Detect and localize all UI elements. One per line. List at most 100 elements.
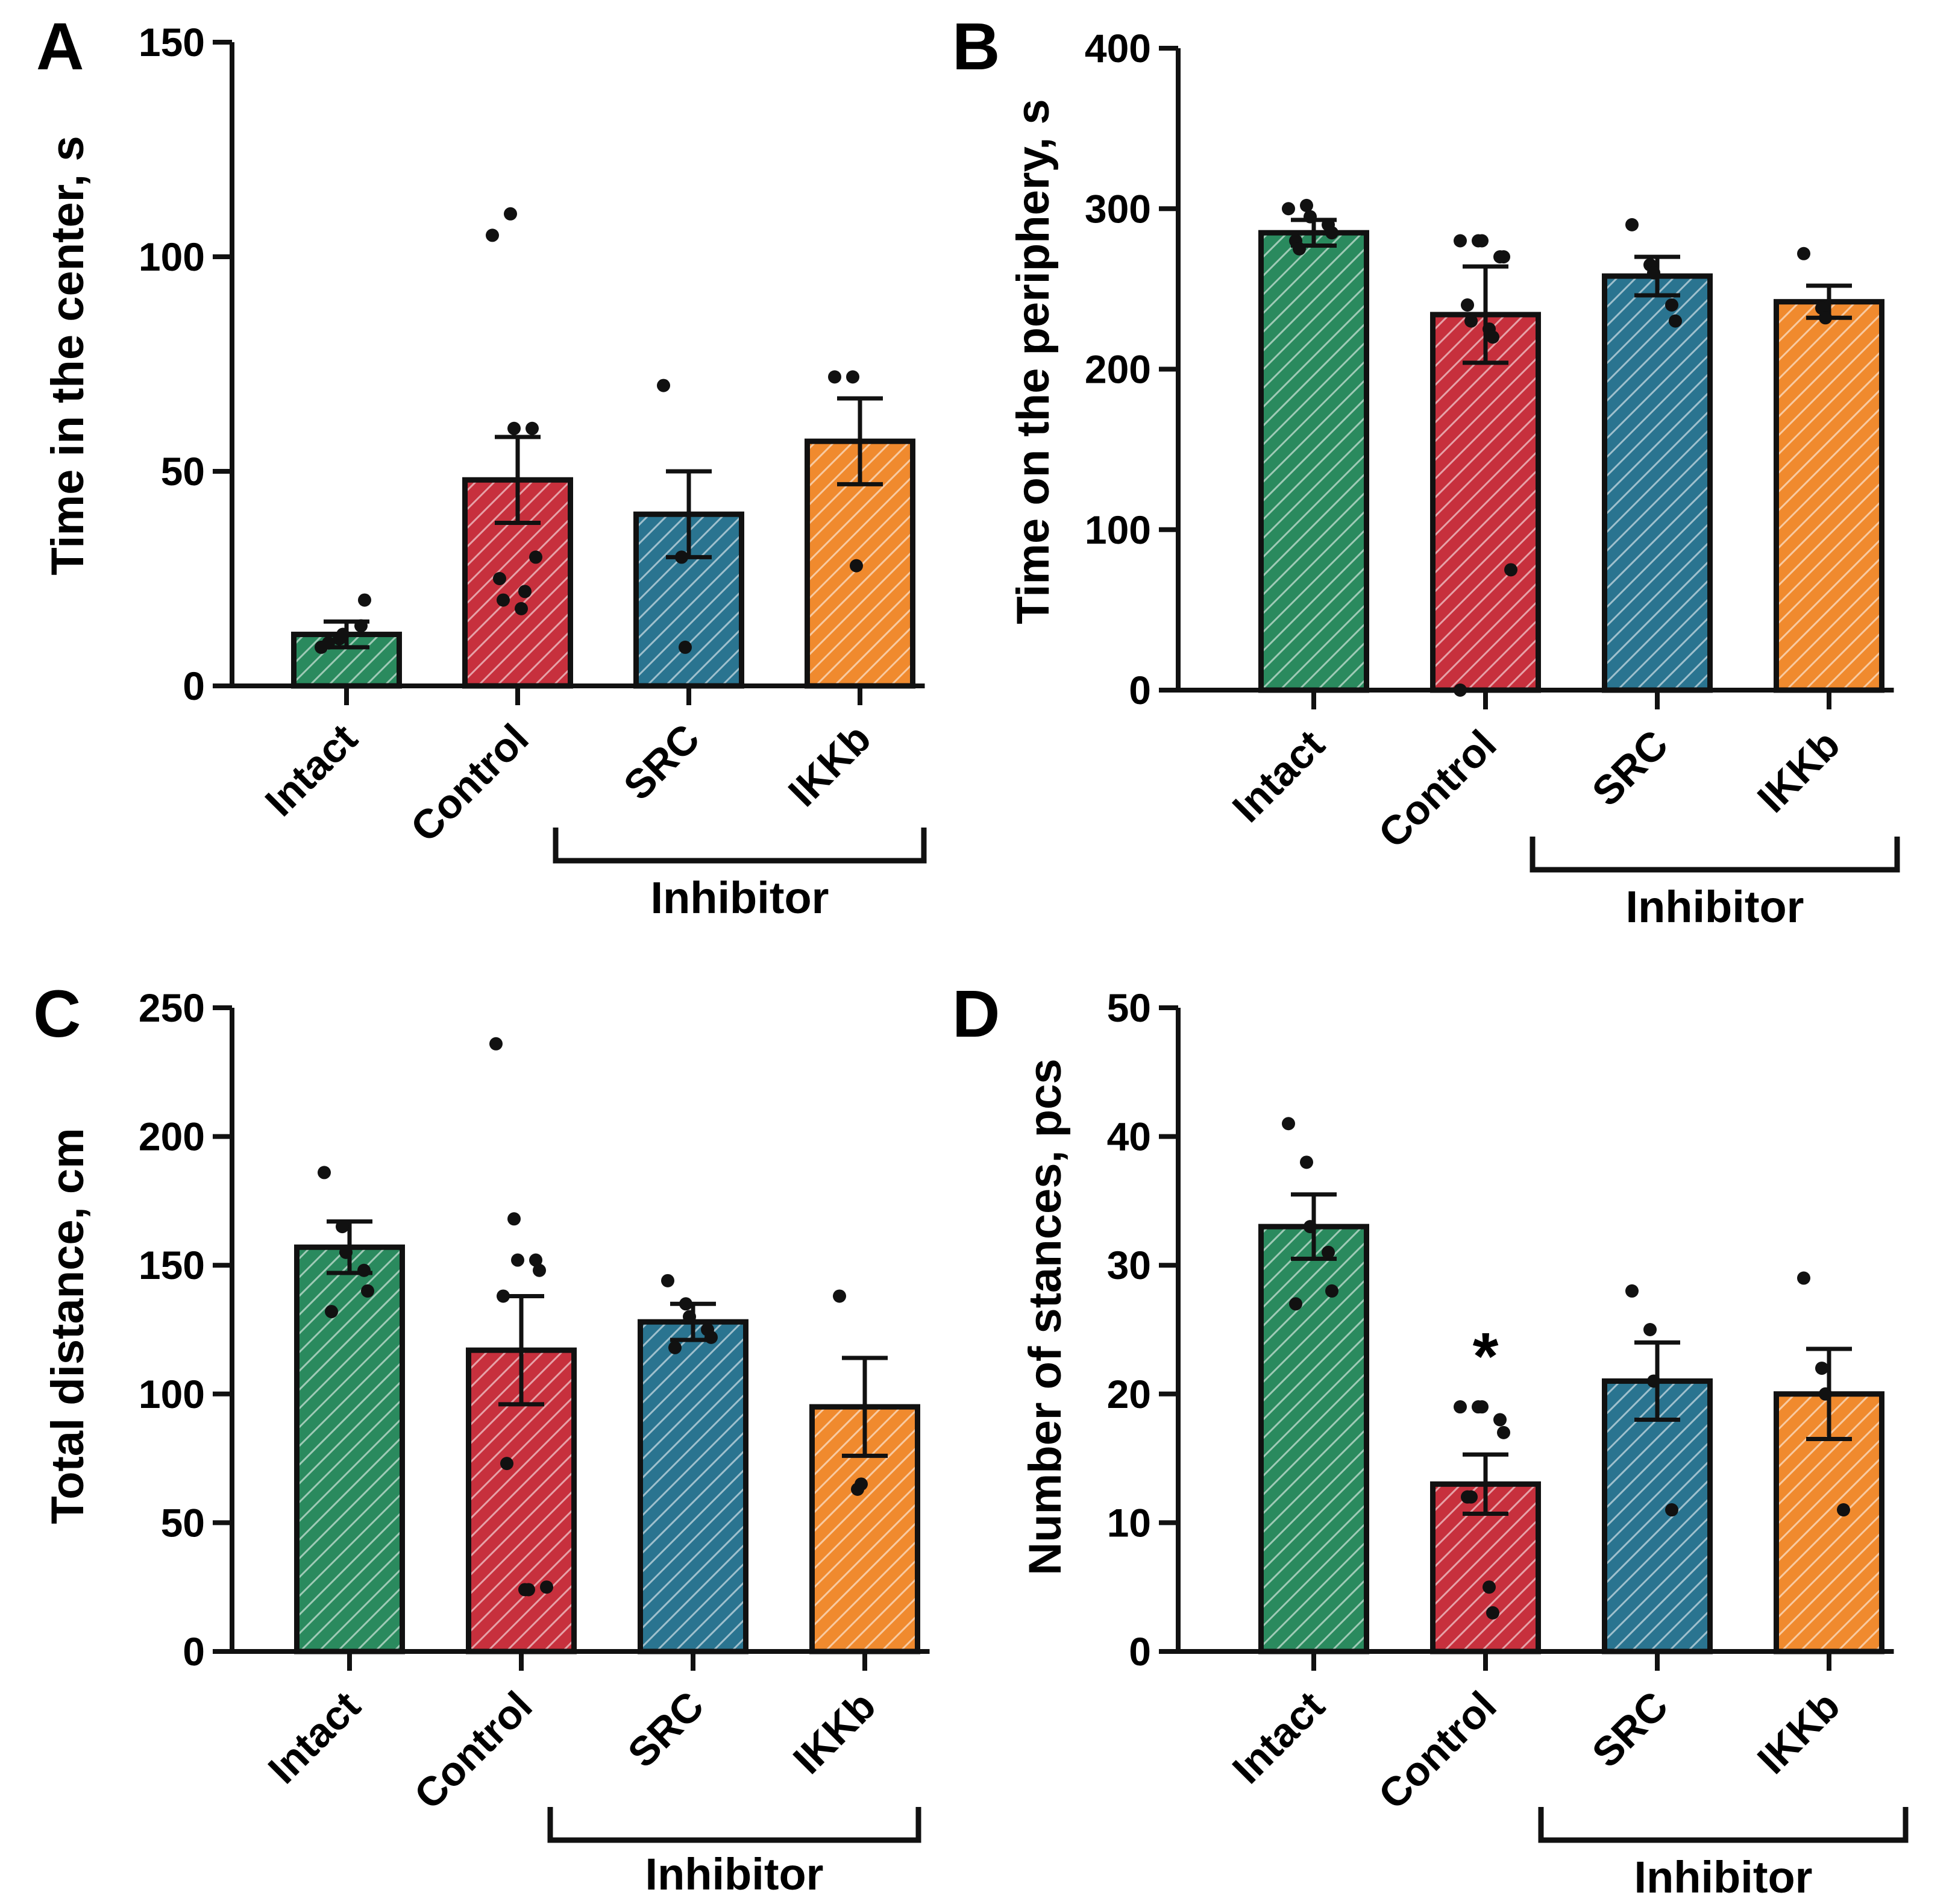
data-point	[357, 1263, 371, 1277]
category-label: Intact	[1224, 1683, 1334, 1792]
category-label: Control	[1370, 1683, 1505, 1818]
panel-letter: C	[33, 977, 81, 1051]
category-label: IKKb	[1749, 721, 1849, 822]
y-tick-label: 100	[139, 1372, 205, 1416]
data-point	[493, 572, 506, 585]
panel-a: A 0 50 100 150 Time in the center, s Intact…	[36, 10, 927, 923]
data-point	[1486, 1606, 1499, 1620]
bar-hatch	[1261, 233, 1367, 690]
data-point	[683, 1310, 696, 1324]
y-tick-label: 300	[1085, 186, 1151, 231]
category-label: Intact	[260, 1683, 369, 1792]
bar-hatch	[1604, 276, 1710, 690]
data-point	[1665, 298, 1678, 312]
bar-hatch	[1776, 301, 1882, 690]
data-point	[322, 636, 335, 650]
y-axis-title: Time on the periphery, s	[1008, 99, 1059, 624]
y-tick-label: 50	[1107, 985, 1151, 1030]
data-point	[1300, 1155, 1313, 1169]
data-point	[1454, 234, 1467, 248]
data-point	[361, 1284, 374, 1298]
data-point	[1486, 330, 1499, 344]
data-point	[855, 1477, 868, 1491]
data-point	[529, 1253, 542, 1267]
y-tick-label: 200	[139, 1114, 205, 1159]
data-point	[529, 550, 542, 564]
data-point	[1625, 1284, 1639, 1298]
y-tick-label: 100	[139, 234, 205, 279]
bracket-label: Inhibitor	[651, 873, 829, 923]
data-point	[486, 228, 499, 242]
category-label: SRC	[1583, 721, 1677, 815]
y-tick-label: 10	[1107, 1500, 1151, 1545]
data-point	[1497, 1425, 1510, 1439]
data-point	[1454, 1400, 1467, 1414]
category-label: Intact	[1224, 721, 1334, 831]
plot-area: 0 50 100 150	[139, 20, 927, 864]
y-tick-label: 150	[139, 20, 205, 64]
data-point	[518, 585, 532, 599]
plot-area: 0 50 100 150 200 250	[139, 985, 930, 1843]
data-point	[339, 1245, 353, 1259]
data-point	[515, 602, 528, 615]
data-point	[679, 640, 692, 654]
y-tick-label: 30	[1107, 1243, 1151, 1287]
data-point	[1493, 1413, 1507, 1427]
data-point	[1643, 1323, 1657, 1336]
y-axis-title: Total distance, cm	[42, 1128, 93, 1524]
data-point	[358, 593, 371, 607]
panel-letter: A	[36, 10, 84, 84]
data-point	[704, 1330, 718, 1344]
y-tick-label: 250	[139, 985, 205, 1030]
y-axis-title: Number of stances, pcs	[1020, 1058, 1071, 1575]
data-point	[522, 1583, 535, 1597]
category-label: IKKb	[780, 715, 880, 815]
y-tick-label: 20	[1107, 1372, 1151, 1416]
data-point	[497, 1289, 510, 1303]
y-tick-label: 0	[1129, 668, 1151, 712]
data-point	[675, 550, 688, 564]
data-point	[1625, 218, 1639, 231]
category-label: Intact	[257, 715, 366, 825]
data-point	[497, 593, 510, 607]
inhibitor-bracket	[1538, 1807, 1909, 1843]
y-tick-label: 40	[1107, 1114, 1151, 1159]
data-point	[1325, 226, 1338, 240]
bar-hatch	[1261, 1227, 1367, 1651]
category-label: Control	[406, 1683, 541, 1818]
data-point	[1647, 1374, 1660, 1388]
data-point	[1837, 1503, 1850, 1517]
bracket-label: Inhibitor	[645, 1849, 824, 1899]
data-point	[1475, 234, 1489, 248]
data-point	[1322, 1245, 1335, 1259]
category-labels: Intact Control SRC IKKb	[1224, 721, 1849, 857]
data-point	[1665, 1503, 1678, 1517]
data-point	[850, 559, 863, 573]
data-point	[489, 1037, 503, 1051]
data-point	[526, 421, 539, 435]
plot-area: 0 10 20 30 40 50 *	[1107, 985, 1909, 1843]
panel-letter: B	[952, 10, 1000, 84]
data-point	[511, 1253, 524, 1267]
data-point	[507, 421, 521, 435]
data-point	[668, 1340, 682, 1354]
data-point	[336, 1220, 349, 1234]
inhibitor-bracket	[1530, 837, 1900, 873]
data-point	[1504, 563, 1517, 577]
data-point	[846, 370, 859, 384]
data-point	[1819, 1387, 1832, 1401]
significance-marker: *	[1473, 1319, 1499, 1393]
panel-d: D 0 10 20 30 40 50 * Number of stances, pcs In…	[952, 977, 1909, 1902]
data-point	[1289, 1297, 1302, 1311]
inhibitor-bracket	[547, 1807, 921, 1843]
bar-hatch	[1432, 314, 1539, 690]
data-point	[318, 1166, 331, 1180]
data-point	[1483, 1580, 1496, 1594]
data-point	[354, 619, 368, 633]
y-tick-label: 0	[183, 1629, 205, 1674]
data-point	[1282, 202, 1295, 216]
category-label: SRC	[619, 1683, 712, 1776]
data-point	[1293, 242, 1306, 256]
data-point	[325, 1305, 338, 1319]
